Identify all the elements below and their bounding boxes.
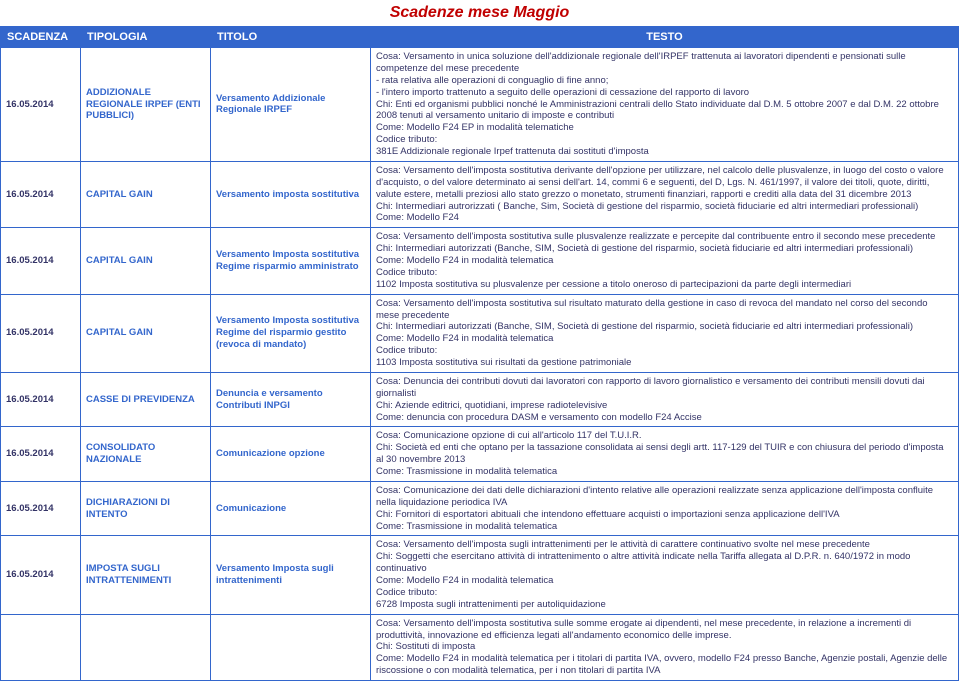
cell-titolo: Versamento Imposta sostitutiva Regime ri… bbox=[211, 228, 371, 294]
cell-testo: Cosa: Comunicazione opzione di cui all'a… bbox=[371, 427, 959, 482]
table-row: 16.05.2014ADDIZIONALE REGIONALE IRPEF (E… bbox=[1, 48, 959, 162]
cell-scadenza: 16.05.2014 bbox=[1, 536, 81, 614]
cell-tipologia: CAPITAL GAIN bbox=[81, 228, 211, 294]
table-row: 16.05.2014CAPITAL GAINVersamento Imposta… bbox=[1, 228, 959, 294]
cell-titolo: Versamento Imposta sostitutiva Regime de… bbox=[211, 294, 371, 372]
scadenze-table: SCADENZA TIPOLOGIA TITOLO TESTO 16.05.20… bbox=[0, 26, 959, 681]
cell-scadenza: 16.05.2014 bbox=[1, 161, 81, 227]
header-testo: TESTO bbox=[371, 27, 959, 48]
cell-tipologia bbox=[81, 614, 211, 680]
table-row: 16.05.2014CAPITAL GAINVersamento imposta… bbox=[1, 161, 959, 227]
cell-testo: Cosa: Versamento dell'imposta sostitutiv… bbox=[371, 161, 959, 227]
cell-tipologia: CASSE DI PREVIDENZA bbox=[81, 372, 211, 427]
cell-tipologia: CAPITAL GAIN bbox=[81, 294, 211, 372]
table-row: 16.05.2014DICHIARAZIONI DI INTENTOComuni… bbox=[1, 481, 959, 536]
cell-titolo: Versamento Addizionale Regionale IRPEF bbox=[211, 48, 371, 162]
cell-scadenza: 16.05.2014 bbox=[1, 294, 81, 372]
cell-scadenza: 16.05.2014 bbox=[1, 427, 81, 482]
cell-tipologia: DICHIARAZIONI DI INTENTO bbox=[81, 481, 211, 536]
cell-scadenza: 16.05.2014 bbox=[1, 372, 81, 427]
cell-testo: Cosa: Versamento in unica soluzione dell… bbox=[371, 48, 959, 162]
cell-tipologia: CAPITAL GAIN bbox=[81, 161, 211, 227]
header-titolo: TITOLO bbox=[211, 27, 371, 48]
table-body: 16.05.2014ADDIZIONALE REGIONALE IRPEF (E… bbox=[1, 48, 959, 681]
cell-scadenza: 16.05.2014 bbox=[1, 228, 81, 294]
cell-titolo: Comunicazione opzione bbox=[211, 427, 371, 482]
cell-titolo: Comunicazione bbox=[211, 481, 371, 536]
cell-scadenza: 16.05.2014 bbox=[1, 481, 81, 536]
table-row: Cosa: Versamento dell'imposta sostitutiv… bbox=[1, 614, 959, 680]
table-row: 16.05.2014CASSE DI PREVIDENZADenuncia e … bbox=[1, 372, 959, 427]
cell-titolo: Versamento imposta sostitutiva bbox=[211, 161, 371, 227]
cell-tipologia: CONSOLIDATO NAZIONALE bbox=[81, 427, 211, 482]
cell-tipologia: IMPOSTA SUGLI INTRATTENIMENTI bbox=[81, 536, 211, 614]
header-scadenza: SCADENZA bbox=[1, 27, 81, 48]
table-row: 16.05.2014IMPOSTA SUGLI INTRATTENIMENTIV… bbox=[1, 536, 959, 614]
page-title: Scadenze mese Maggio bbox=[0, 0, 959, 26]
cell-scadenza: 16.05.2014 bbox=[1, 48, 81, 162]
cell-testo: Cosa: Versamento dell'imposta sugli intr… bbox=[371, 536, 959, 614]
cell-titolo: Denuncia e versamento Contributi INPGI bbox=[211, 372, 371, 427]
table-header-row: SCADENZA TIPOLOGIA TITOLO TESTO bbox=[1, 27, 959, 48]
table-row: 16.05.2014CONSOLIDATO NAZIONALEComunicaz… bbox=[1, 427, 959, 482]
cell-titolo: Versamento Imposta sugli intrattenimenti bbox=[211, 536, 371, 614]
cell-testo: Cosa: Versamento dell'imposta sostitutiv… bbox=[371, 294, 959, 372]
cell-testo: Cosa: Denuncia dei contributi dovuti dai… bbox=[371, 372, 959, 427]
cell-scadenza bbox=[1, 614, 81, 680]
header-tipologia: TIPOLOGIA bbox=[81, 27, 211, 48]
cell-tipologia: ADDIZIONALE REGIONALE IRPEF (ENTI PUBBLI… bbox=[81, 48, 211, 162]
cell-titolo bbox=[211, 614, 371, 680]
cell-testo: Cosa: Comunicazione dei dati delle dichi… bbox=[371, 481, 959, 536]
cell-testo: Cosa: Versamento dell'imposta sostitutiv… bbox=[371, 614, 959, 680]
table-row: 16.05.2014CAPITAL GAINVersamento Imposta… bbox=[1, 294, 959, 372]
cell-testo: Cosa: Versamento dell'imposta sostitutiv… bbox=[371, 228, 959, 294]
